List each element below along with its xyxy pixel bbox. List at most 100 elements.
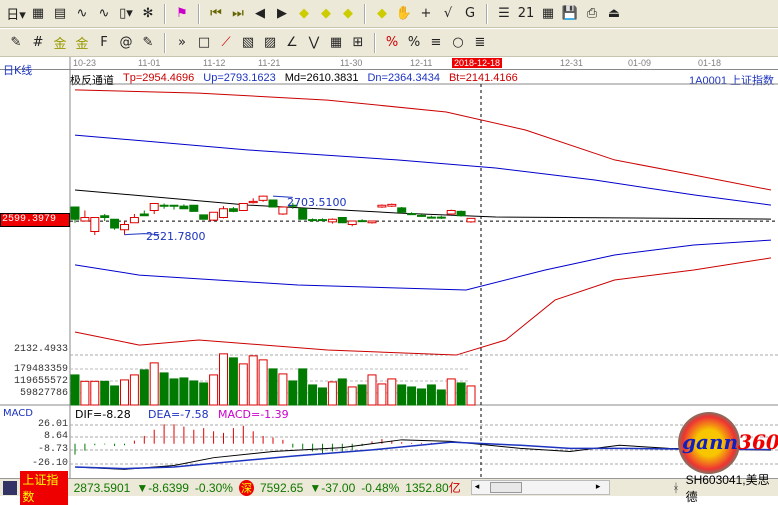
volume-bar	[80, 380, 90, 406]
zoom-out-icon[interactable]: ◆	[377, 6, 387, 21]
candle-body	[387, 203, 397, 207]
percent2-icon[interactable]: %	[407, 35, 421, 50]
low-mark-pointer	[124, 233, 160, 236]
gold2-icon[interactable]: 金	[75, 37, 89, 52]
sz-change: -37.00	[321, 480, 356, 495]
date-tick: 2018-12-18	[452, 58, 503, 68]
fib2-icon[interactable]: ≡	[430, 35, 442, 50]
circle-icon[interactable]: ○	[452, 35, 464, 50]
print-icon[interactable]: ⎙	[586, 6, 598, 21]
pen-icon[interactable]: ✎	[10, 35, 22, 50]
grid-icon[interactable]: #	[32, 35, 44, 50]
volume-bar	[129, 374, 139, 406]
scroll-right-icon[interactable]: ▸	[595, 481, 601, 491]
exit-icon[interactable]: ⏏	[607, 6, 621, 21]
candle-body	[159, 204, 169, 207]
candle-body	[149, 203, 159, 211]
toolbar-separator	[364, 3, 366, 24]
period-label[interactable]: 日K线	[3, 64, 33, 77]
draw-icon[interactable]: √	[443, 6, 453, 21]
horizontal-scrollbar[interactable]: ◂ ▸	[470, 480, 611, 495]
scroll-left-icon[interactable]: ◂	[474, 481, 480, 491]
scroll-thumb[interactable]	[489, 482, 522, 493]
box-icon[interactable]: ▧	[241, 35, 255, 50]
candle-body	[397, 207, 407, 213]
spiral-icon[interactable]: @	[119, 35, 133, 50]
toolbar-separator	[164, 3, 166, 24]
chart-type-icon[interactable]: ▦	[31, 6, 45, 21]
toolbar-separator	[164, 32, 166, 53]
flag-icon[interactable]: ⚑	[176, 6, 188, 21]
gold1-icon[interactable]: 金	[53, 37, 67, 52]
high-mark-label: 2703.5100	[287, 196, 347, 209]
candle-body	[139, 213, 149, 217]
candle-body	[278, 206, 288, 215]
dea-line	[74, 441, 771, 470]
period-selector-icon[interactable]: 日▾	[6, 8, 26, 23]
crosshair-icon[interactable]: +	[420, 6, 432, 21]
indicator-header: 极反通道 Tp=2954.4696 Up=2793.1623 Md=2610.3…	[70, 72, 518, 88]
grid2-icon[interactable]: ▦	[329, 35, 343, 50]
current-stock[interactable]: SH603041,美思德	[685, 472, 770, 504]
dif-line	[74, 439, 771, 470]
low-mark-label: 2521.7800	[146, 230, 206, 243]
volume-bar	[308, 384, 318, 406]
channel-line-md	[74, 189, 771, 220]
save-icon[interactable]: 💾	[561, 6, 579, 21]
indicator-9-icon[interactable]: ∿	[98, 6, 110, 21]
axis-icon[interactable]: ⊞	[352, 35, 364, 50]
wave-icon[interactable]: ⋁	[308, 35, 320, 50]
candle-body	[318, 219, 327, 222]
first-icon[interactable]: ⏮	[210, 6, 222, 21]
calendar-icon[interactable]: 21	[517, 6, 535, 21]
hand-icon[interactable]: ✋	[395, 6, 413, 21]
prev-icon[interactable]: ◀	[255, 6, 265, 21]
volume-bar	[110, 385, 120, 406]
percent1-icon[interactable]: %	[385, 35, 399, 50]
candle-body	[129, 217, 139, 224]
candle-body	[298, 208, 308, 220]
lines-icon[interactable]: ≣	[474, 35, 486, 50]
volume-bar	[189, 380, 199, 406]
candle-type-icon[interactable]: ▯▾	[119, 6, 133, 21]
stock-icon[interactable]: ☰	[498, 6, 510, 21]
more-icon[interactable]: »	[178, 35, 186, 50]
volume-tick: 179483359	[13, 364, 68, 375]
volume-tick: 59827786	[19, 388, 68, 399]
volume-bar	[149, 362, 159, 406]
kline-chart[interactable]	[0, 0, 778, 478]
status-bar: 上证指数 2873.5901 ▼ -8.6399 -0.30% 深 7592.6…	[0, 470, 778, 505]
indicator-3-icon[interactable]: ∿	[76, 6, 88, 21]
fib-icon[interactable]: F	[100, 35, 108, 50]
volume-tick: 119655572	[13, 376, 68, 387]
next-icon[interactable]: ▶	[277, 6, 287, 21]
left-arrow-icon[interactable]: ◆	[299, 6, 309, 21]
rect-icon[interactable]: □	[197, 35, 211, 50]
custom-indicator-icon[interactable]: ✻	[142, 6, 154, 21]
date-tick: 01-09	[628, 58, 652, 68]
volume-bar	[327, 381, 337, 406]
volume-max-label: 2132.4933	[13, 344, 68, 355]
gann-box-icon[interactable]: ▨	[263, 35, 277, 50]
macd-tick: -26.10	[31, 458, 68, 469]
sh-index-name[interactable]: 上证指数	[20, 470, 68, 505]
candle-body	[120, 224, 129, 231]
tp-value: Tp=2954.4696	[123, 72, 195, 84]
calendar-icon[interactable]	[3, 480, 18, 495]
volume-bar	[199, 382, 209, 406]
angle-icon[interactable]: ∠	[286, 35, 298, 50]
macd-tick: -8.73	[37, 444, 68, 455]
info-icon[interactable]: ▤	[53, 6, 67, 21]
gann-icon[interactable]: G	[464, 6, 476, 21]
zoom-in-icon[interactable]: ◆	[343, 6, 353, 21]
candle-body	[288, 204, 298, 207]
channel-line-tp	[74, 89, 772, 191]
sz-badge[interactable]: 深	[238, 479, 254, 496]
right-arrow-icon[interactable]: ◆	[321, 6, 331, 21]
last-icon[interactable]: ⏭	[232, 6, 244, 21]
fan-icon[interactable]: ⟋	[221, 35, 231, 50]
candle-body	[189, 204, 199, 212]
macd-tick: 26.01	[37, 419, 68, 430]
calculator-icon[interactable]: ▦	[541, 6, 555, 21]
eraser-icon[interactable]: ✎	[142, 35, 154, 50]
